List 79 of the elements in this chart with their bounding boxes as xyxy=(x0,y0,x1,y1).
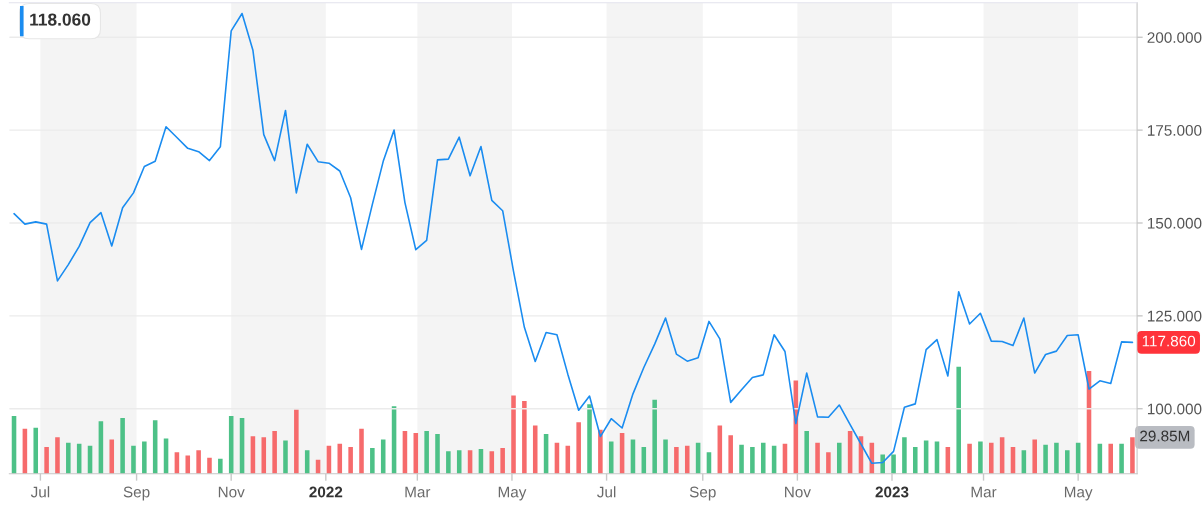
data-label: 117.860 xyxy=(1142,335,1196,347)
bar xyxy=(337,443,343,474)
bar xyxy=(424,430,429,474)
bar xyxy=(760,442,766,474)
x-tick-label: May xyxy=(1064,486,1093,501)
bar xyxy=(261,437,267,474)
bar xyxy=(120,418,125,474)
bar xyxy=(684,445,690,474)
bar xyxy=(663,439,668,474)
bar xyxy=(1032,439,1037,474)
bar xyxy=(370,448,375,474)
y-tick-label: 100.000 xyxy=(1147,403,1202,415)
x-tick-label: May xyxy=(498,486,527,501)
bar xyxy=(891,454,896,474)
bar xyxy=(196,450,201,474)
bar xyxy=(109,439,115,474)
bar xyxy=(1108,443,1113,474)
bar xyxy=(912,446,918,474)
y-tick-label: 200.000 xyxy=(1147,32,1202,43)
bar xyxy=(207,457,212,474)
bar xyxy=(294,409,299,474)
bar xyxy=(902,437,907,474)
bar xyxy=(446,451,451,474)
bar xyxy=(522,400,527,474)
bar xyxy=(66,442,71,474)
bar xyxy=(598,429,603,474)
annotation: 118.060 xyxy=(30,13,91,26)
x-tick-label: Jul xyxy=(30,486,50,498)
bar xyxy=(142,441,147,474)
x-tick-label: Nov xyxy=(785,486,811,498)
bar xyxy=(608,441,614,474)
bar xyxy=(804,430,809,474)
bar xyxy=(967,443,972,474)
bar xyxy=(978,441,983,474)
bar xyxy=(1043,444,1048,474)
y-tick-label: 150.000 xyxy=(1147,217,1202,229)
y-tick-label: 125.000 xyxy=(1147,310,1202,322)
bar xyxy=(587,404,592,474)
x-tick-label: Mar xyxy=(405,486,431,498)
bar xyxy=(880,454,885,474)
annotation: 29.85M xyxy=(1140,430,1190,442)
bar xyxy=(989,442,994,474)
bar xyxy=(576,422,581,474)
bar xyxy=(1054,442,1059,474)
bar xyxy=(500,448,505,474)
bar xyxy=(826,452,831,474)
bar xyxy=(131,445,136,474)
x-tick-label: 2022 xyxy=(309,486,343,498)
y-tick-label: 175.000 xyxy=(1147,124,1202,136)
bar xyxy=(956,366,961,474)
bar xyxy=(728,435,733,474)
x-tick-label: Jul xyxy=(597,486,616,498)
bar xyxy=(1065,450,1070,474)
bar xyxy=(55,437,60,474)
bar xyxy=(739,444,744,474)
bar xyxy=(33,427,39,474)
bar xyxy=(815,442,820,474)
bar xyxy=(272,430,277,474)
bar xyxy=(1130,437,1135,474)
x-tick-label: Sep xyxy=(123,486,150,501)
bar xyxy=(532,425,538,474)
x-tick-label: Sep xyxy=(689,486,716,501)
bar xyxy=(836,442,842,474)
bar xyxy=(435,434,440,474)
bar xyxy=(283,440,288,474)
x-tick-label: 2023 xyxy=(875,486,909,498)
bar xyxy=(674,446,679,474)
x-tick-label: Nov xyxy=(218,486,245,498)
bar xyxy=(185,455,191,474)
bar xyxy=(750,446,755,474)
bar xyxy=(359,428,364,474)
bar xyxy=(348,446,353,474)
x-tick-label: Mar xyxy=(971,486,997,498)
bar xyxy=(511,395,516,474)
bar xyxy=(652,399,657,474)
bar xyxy=(1119,443,1124,474)
bar xyxy=(456,450,462,474)
bar xyxy=(44,446,49,474)
bar xyxy=(218,458,223,474)
